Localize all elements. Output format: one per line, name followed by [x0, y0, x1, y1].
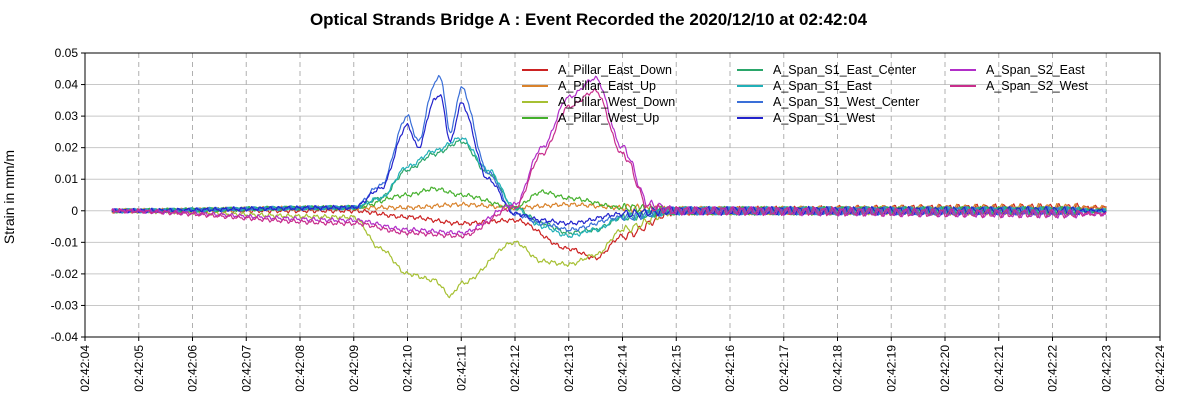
legend-label: A_Span_S1_West	[773, 111, 875, 125]
x-tick-label: 02:42:23	[1099, 345, 1113, 392]
y-tick-label: 0	[71, 204, 78, 218]
legend-label: A_Span_S2_West	[986, 79, 1088, 93]
y-tick-label: 0.04	[55, 78, 79, 92]
x-tick-label: 02:42:19	[884, 345, 898, 392]
legend-label: A_Span_S1_East_Center	[773, 63, 916, 77]
y-tick-label: -0.02	[51, 267, 79, 281]
legend-label: A_Span_S1_East	[773, 79, 872, 93]
legend-label: A_Pillar_East_Down	[558, 63, 672, 77]
x-tick-label: 02:42:09	[347, 345, 361, 392]
x-tick-label: 02:42:07	[239, 345, 253, 392]
x-tick-label: 02:42:18	[831, 345, 845, 392]
x-tick-label: 02:42:14	[616, 345, 630, 392]
x-tick-label: 02:42:17	[777, 345, 791, 392]
y-tick-label: 0.03	[55, 109, 79, 123]
x-tick-label: 02:42:22	[1046, 345, 1060, 392]
x-tick-label: 02:42:24	[1153, 345, 1167, 392]
y-tick-label: 0.02	[55, 141, 79, 155]
legend-label: A_Span_S2_East	[986, 63, 1085, 77]
x-tick-label: 02:42:10	[401, 345, 415, 392]
series-line-a-span-s2-west	[111, 87, 1107, 239]
x-tick-label: 02:42:20	[938, 345, 952, 392]
plot-frame	[84, 52, 1161, 338]
y-tick-label: 0.05	[55, 46, 79, 60]
y-tick-label: -0.01	[51, 235, 79, 249]
series-line-a-pillar-east-down	[111, 202, 1107, 261]
x-tick-label: 02:42:08	[293, 345, 307, 392]
legend-label: A_Pillar_East_Up	[558, 79, 656, 93]
series-line-a-span-s2-east	[111, 75, 1107, 236]
x-tick-label: 02:42:13	[562, 345, 576, 392]
legend-label: A_Pillar_West_Down	[558, 95, 675, 109]
x-tick-label: 02:42:12	[508, 345, 522, 392]
y-tick-label: -0.03	[51, 298, 79, 312]
x-tick-label: 02:42:06	[186, 345, 200, 392]
x-tick-label: 02:42:11	[454, 345, 468, 391]
chart-title: Optical Strands Bridge A : Event Recorde…	[309, 10, 868, 29]
x-tick-label: 02:42:05	[132, 345, 146, 392]
x-tick-label: 02:42:04	[78, 345, 92, 392]
y-axis-label: Strain in mm/m	[1, 150, 17, 244]
y-tick-label: -0.04	[51, 330, 79, 344]
x-tick-label: 02:42:21	[992, 345, 1006, 392]
series-line-a-span-s1-west-center	[111, 74, 1107, 232]
y-tick-label: 0.01	[55, 172, 79, 186]
legend-label: A_Pillar_West_Up	[558, 111, 659, 125]
series-line-a-span-s1-east	[111, 137, 1107, 238]
legend: A_Pillar_East_Down A_Pillar_East_Up A_Pill…	[522, 63, 1088, 125]
legend-label: A_Span_S1_West_Center	[773, 95, 919, 109]
x-tick-label: 02:42:15	[669, 345, 683, 392]
x-tick-label: 02:42:16	[723, 345, 737, 392]
series-layer	[111, 74, 1107, 299]
axis-layer: 0.05 0.04 0.03 0.02 0.01 0 -0.01 -0.02 -0.03 -0.0…	[51, 46, 1167, 392]
